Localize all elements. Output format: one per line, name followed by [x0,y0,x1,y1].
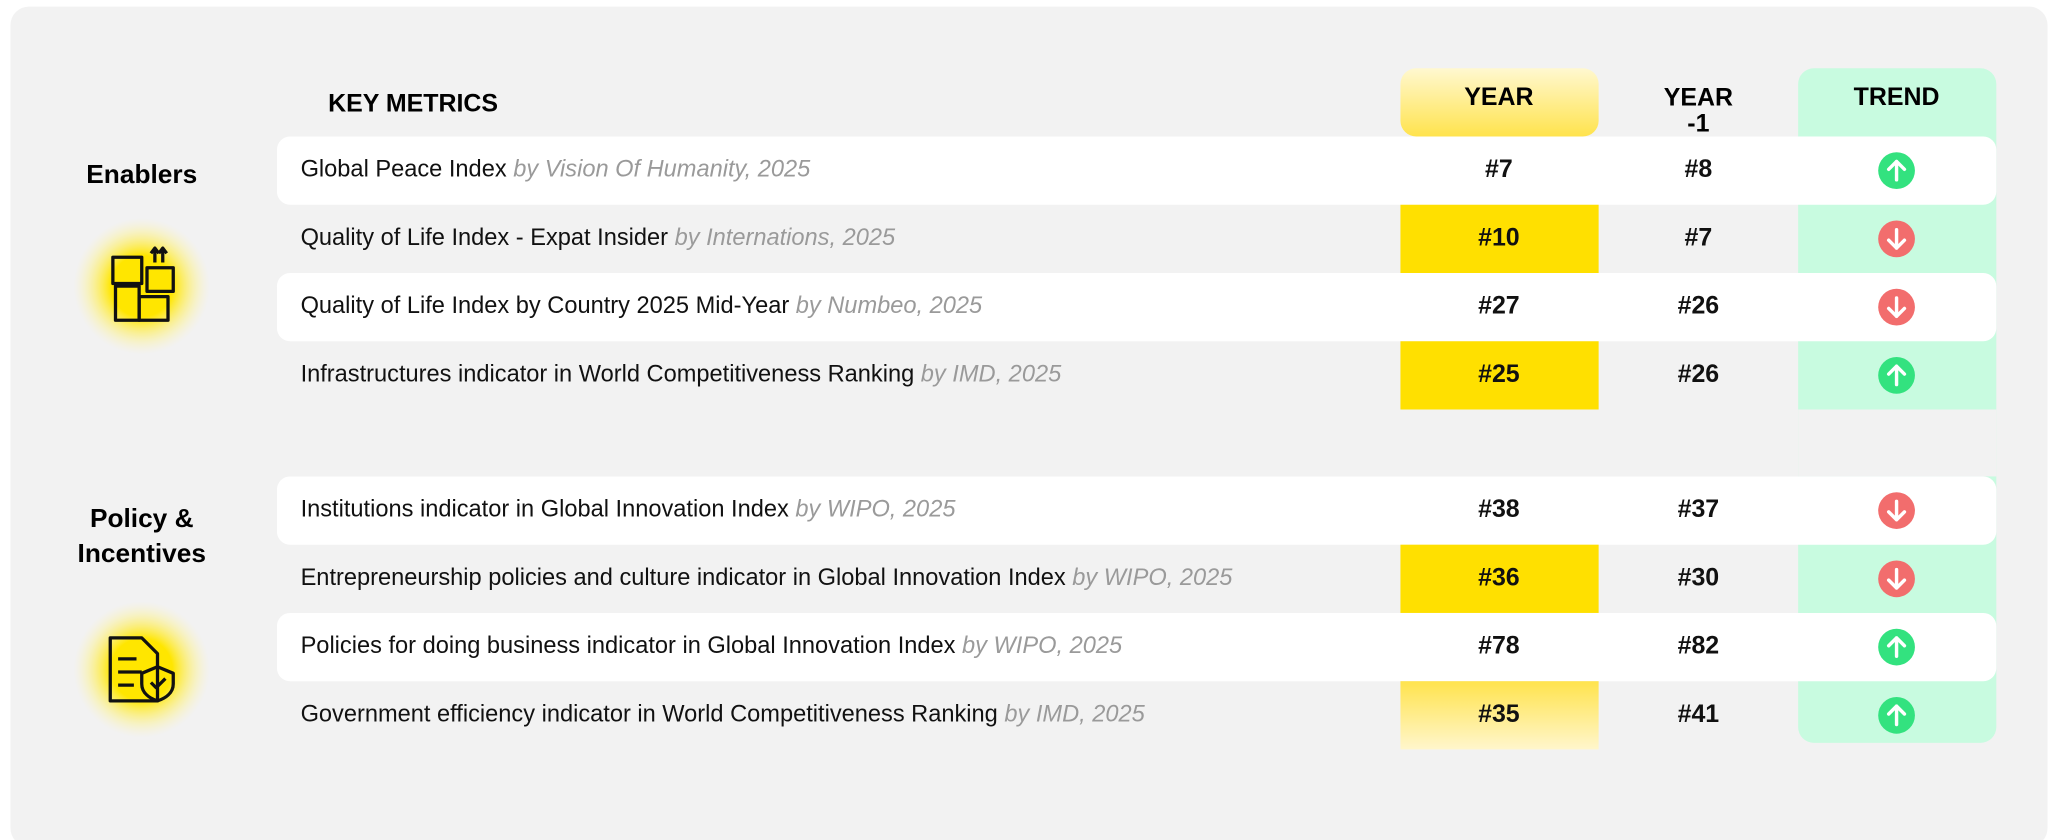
year-rank: #78 [1478,632,1520,660]
metric-name: Entrepreneurship policies and culture in… [301,565,1066,591]
year-header-bg [1400,68,1599,137]
enablers-icon [73,217,210,355]
metric-source: by IMD, 2025 [1004,702,1145,728]
rows: Global Peace Index by Vision Of Humanity… [276,136,1997,750]
metric-source: by WIPO, 2025 [795,497,956,523]
trend-arrow [1886,296,1907,319]
section-label-line: Policy & [90,503,194,533]
year-prev-rank: #26 [1678,292,1720,320]
header-year: YEAR [1464,83,1533,111]
trend-up-icon [1878,696,1915,734]
year-rank: #10 [1478,223,1520,251]
section-label-line: Incentives [78,538,206,568]
metric-name: Government efficiency indicator in World… [301,702,998,728]
trend-up-icon [1878,628,1915,666]
trend-arrow [1886,159,1907,182]
metric-label: Global Peace Index by Vision Of Humanity… [301,157,812,183]
trend-arrow [1886,704,1907,727]
year-prev-rank: #8 [1685,155,1713,183]
header-line: -1 [1687,109,1709,137]
trend-arrow [1886,499,1907,522]
metric-label: Government efficiency indicator in World… [301,702,1146,728]
trend-down-icon [1878,288,1915,326]
metric-name: Global Peace Index [301,157,507,183]
metric-name: Infrastructures indicator in World Compe… [301,362,915,388]
year-rank: #38 [1478,495,1520,523]
metric-name: Quality of Life Index - Expat Insider [301,225,669,251]
section-label-line: Enablers [86,159,197,189]
metric-name: Institutions indicator in Global Innovat… [301,497,789,523]
header-year-prev: YEAR -1 [1664,83,1733,137]
year-rank: #36 [1478,563,1520,591]
metric-label: Infrastructures indicator in World Compe… [301,362,1063,388]
trend-arrow [1886,567,1907,590]
header-key-metrics: KEY METRICS [328,90,498,118]
row-background [276,612,1997,682]
metric-name: Quality of Life Index by Country 2025 Mi… [301,293,790,319]
section-label: Enablers [86,159,197,189]
trend-up-icon [1878,357,1915,394]
header-line: YEAR [1664,83,1733,111]
trend-up-icon [1878,152,1915,189]
section-label: Policy & Incentives [78,503,206,568]
year-rank: #27 [1478,292,1520,320]
row-background [276,136,1997,205]
trend-gap [1798,409,1997,477]
metric-source: by IMD, 2025 [921,362,1062,388]
trend-arrow [1886,227,1907,250]
metric-source: by WIPO, 2025 [962,633,1123,659]
year-prev-rank: #30 [1678,563,1720,591]
year-prev-rank: #7 [1685,223,1713,251]
metric-label: Policies for doing business indicator in… [301,633,1123,659]
metric-source: by WIPO, 2025 [1072,565,1233,591]
trend-down-icon [1878,560,1915,598]
policy-icon [73,601,210,738]
header-trend: TREND [1854,83,1940,111]
trend-arrow [1886,636,1907,658]
metric-source: by Vision Of Humanity, 2025 [513,157,811,183]
row-background [276,273,1997,342]
year-prev-rank: #26 [1678,360,1720,388]
year-rank: #7 [1485,155,1513,183]
year-highlight [1400,681,1599,750]
metric-label: Quality of Life Index by Country 2025 Mi… [301,293,983,319]
metric-source: by Numbeo, 2025 [796,293,983,319]
year-highlight [1400,544,1599,613]
metric-label: Institutions indicator in Global Innovat… [301,497,957,523]
trend-column-bg [1798,68,1997,743]
year-prev-rank: #41 [1678,700,1720,728]
year-prev-rank: #37 [1678,495,1720,523]
metric-label: Entrepreneurship policies and culture in… [301,565,1234,591]
year-prev-rank: #82 [1678,632,1720,660]
metric-label: Quality of Life Index - Expat Insider by… [301,225,896,251]
year-highlight [1400,341,1599,410]
trend-down-icon [1878,220,1915,258]
metric-source: by Internations, 2025 [675,225,896,251]
year-rank: #25 [1478,360,1520,388]
trend-arrow [1886,364,1907,387]
metric-name: Policies for doing business indicator in… [301,633,956,659]
row-background [276,476,1997,545]
year-rank: #35 [1478,700,1520,728]
year-highlight [1400,204,1599,273]
trend-down-icon [1878,492,1915,529]
